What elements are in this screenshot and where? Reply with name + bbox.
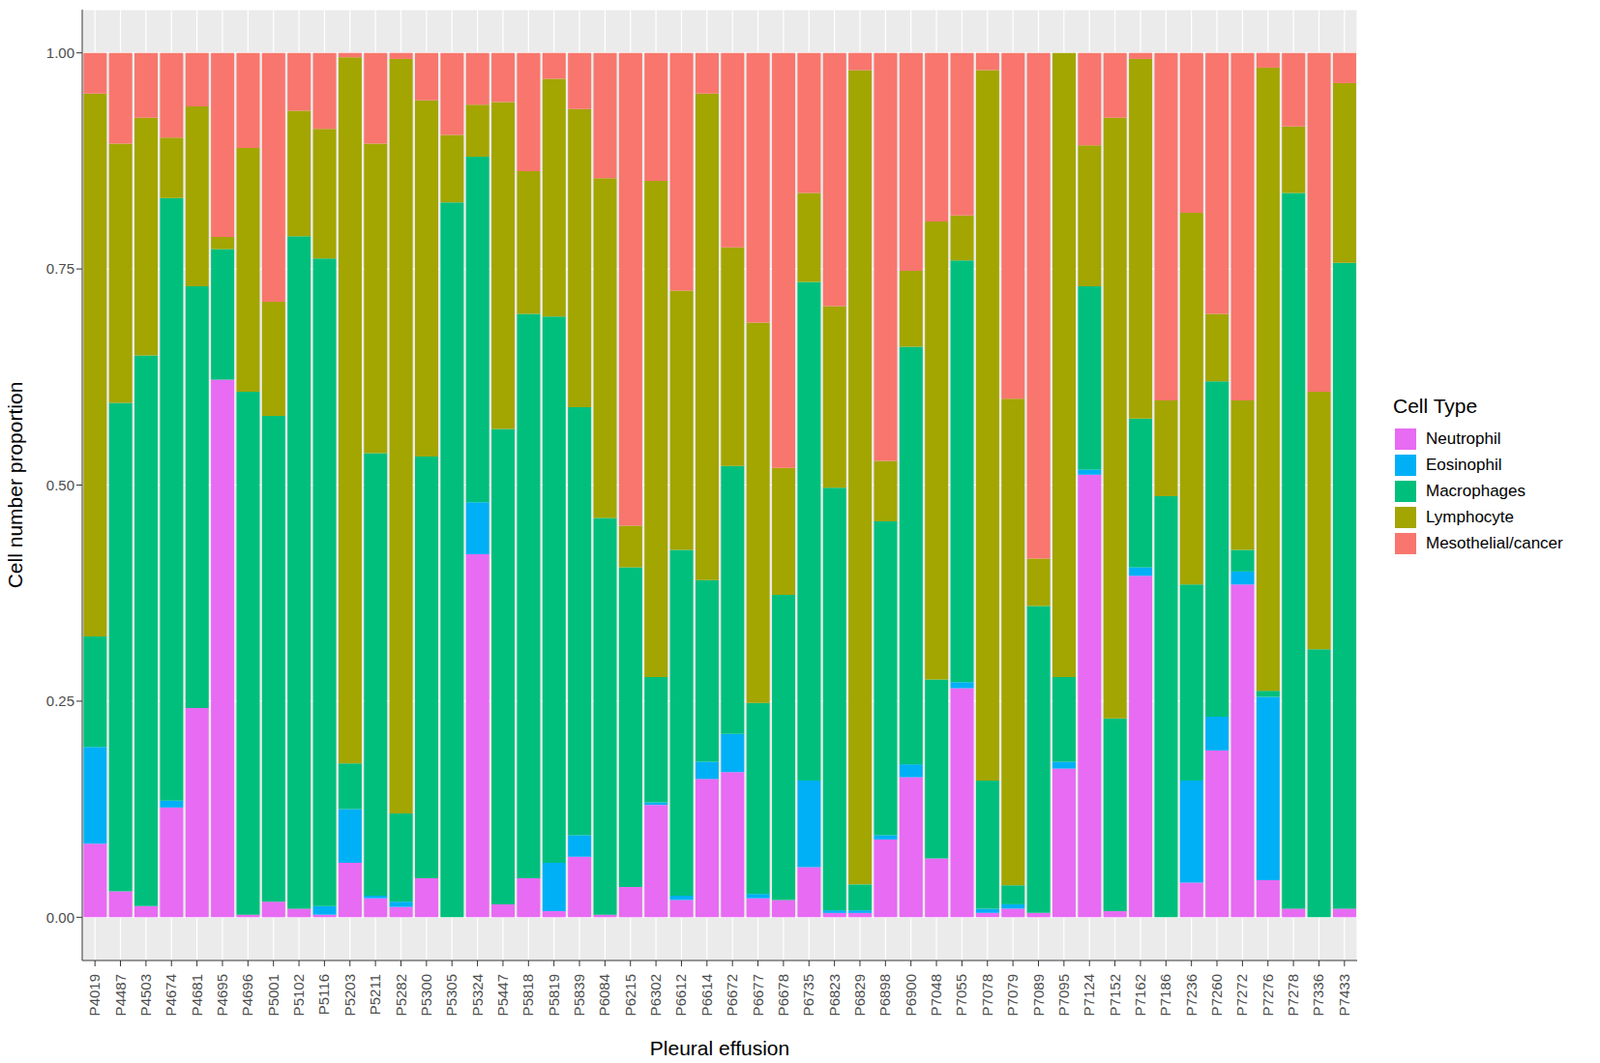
- html-text:Lymphocyte: Lymphocyte: [1425, 507, 1514, 526]
- svg-text:P5001: P5001: [265, 974, 282, 1016]
- svg-text:P7055: P7055: [952, 974, 970, 1016]
- svg-text:P6302: P6302: [647, 974, 664, 1016]
- svg-text:P6678: P6678: [774, 974, 792, 1016]
- svg-text:P7048: P7048: [927, 974, 945, 1016]
- svg-text:0.50: 0.50: [46, 476, 75, 494]
- svg-text:P6898: P6898: [876, 974, 893, 1016]
- svg-text:P7278: P7278: [1284, 974, 1302, 1016]
- html-text:Macrophages: Macrophages: [1425, 481, 1526, 500]
- svg-text:P5305: P5305: [443, 974, 460, 1016]
- svg-text:P5818: P5818: [519, 974, 536, 1016]
- svg-text:P5819: P5819: [545, 974, 563, 1016]
- svg-text:P4487: P4487: [112, 974, 129, 1016]
- svg-text:P7152: P7152: [1106, 974, 1124, 1016]
- svg-text:P5324: P5324: [469, 974, 486, 1016]
- svg-text:P5211: P5211: [366, 974, 384, 1015]
- svg-text:P5203: P5203: [341, 974, 358, 1016]
- svg-text:P6677: P6677: [749, 974, 767, 1016]
- svg-text:P5447: P5447: [494, 974, 511, 1016]
- svg-text:P5839: P5839: [570, 974, 588, 1016]
- svg-text:P7186: P7186: [1156, 974, 1174, 1016]
- svg-text:P6823: P6823: [826, 974, 843, 1016]
- svg-text:P7095: P7095: [1055, 974, 1072, 1016]
- svg-text:P4681: P4681: [188, 974, 206, 1016]
- svg-text:P7124: P7124: [1080, 974, 1097, 1016]
- svg-text:Pleural effusion: Pleural effusion: [650, 1037, 790, 1058]
- svg-text:P6829: P6829: [851, 974, 868, 1016]
- svg-text:P5116: P5116: [315, 974, 332, 1015]
- svg-text:P7336: P7336: [1309, 974, 1327, 1016]
- html-text:Neutrophil: Neutrophil: [1425, 429, 1501, 448]
- html-text:Cell Type: Cell Type: [1392, 394, 1478, 417]
- svg-text:P6614: P6614: [698, 974, 715, 1016]
- svg-text:P4695: P4695: [213, 974, 231, 1016]
- svg-text:P7272: P7272: [1233, 974, 1250, 1016]
- svg-text:P7276: P7276: [1259, 974, 1276, 1016]
- svg-text:0.75: 0.75: [46, 260, 75, 277]
- svg-text:P6735: P6735: [800, 974, 817, 1016]
- svg-text:P7433: P7433: [1335, 974, 1353, 1016]
- html-text:Mesothelial/cancer: Mesothelial/cancer: [1425, 533, 1564, 552]
- svg-text:P5282: P5282: [392, 974, 410, 1016]
- svg-text:P7089: P7089: [1030, 974, 1047, 1016]
- svg-text:P4503: P4503: [137, 974, 154, 1016]
- html-text:Eosinophil: Eosinophil: [1425, 455, 1502, 474]
- svg-text:P7078: P7078: [978, 974, 996, 1016]
- svg-text:P6612: P6612: [672, 974, 689, 1016]
- svg-text:P7236: P7236: [1183, 974, 1200, 1016]
- svg-text:P7162: P7162: [1131, 974, 1149, 1016]
- svg-text:P4674: P4674: [162, 974, 179, 1016]
- svg-text:P6900: P6900: [902, 974, 919, 1016]
- svg-text:Cell number proportion: Cell number proportion: [7, 382, 27, 590]
- svg-text:P6215: P6215: [622, 974, 639, 1016]
- svg-text:P6672: P6672: [723, 974, 741, 1016]
- svg-text:P4019: P4019: [86, 974, 103, 1016]
- svg-text:P4696: P4696: [238, 974, 256, 1016]
- svg-text:P5300: P5300: [417, 974, 435, 1016]
- svg-text:P5102: P5102: [290, 974, 307, 1016]
- svg-text:P6084: P6084: [595, 974, 613, 1016]
- svg-text:P7079: P7079: [1004, 974, 1021, 1016]
- svg-text:P7260: P7260: [1208, 974, 1225, 1016]
- svg-text:1.00: 1.00: [46, 44, 75, 61]
- svg-text:0.00: 0.00: [46, 909, 75, 926]
- svg-text:0.25: 0.25: [46, 692, 75, 710]
